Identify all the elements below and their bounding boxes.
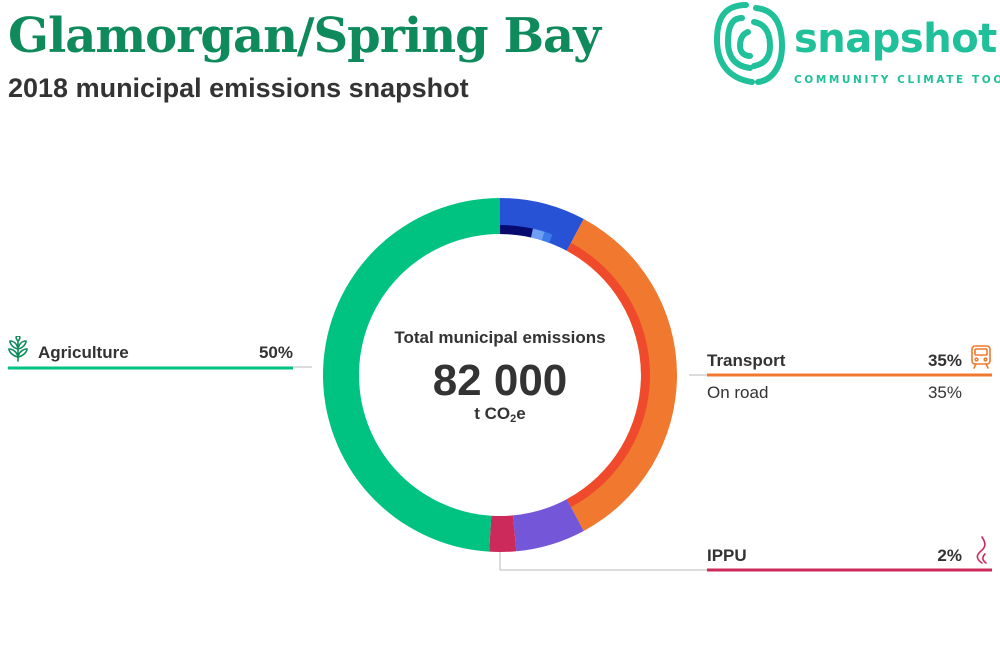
plant-icon xyxy=(6,335,30,367)
transport-percent: 35% xyxy=(927,351,962,370)
snapshot-logo[interactable]: snapshot COMMUNITY CLIMATE TOOL xyxy=(712,0,1000,90)
page-title: Glamorgan/Spring Bay xyxy=(8,8,601,64)
smoke-icon xyxy=(972,535,992,570)
snapshot-logo-mark-icon xyxy=(713,2,786,85)
donut-inner-segment xyxy=(500,225,533,238)
donut-segment xyxy=(500,198,584,251)
donut-segment xyxy=(489,515,517,553)
agriculture-percent: 50% xyxy=(258,343,293,362)
donut-inner-segment xyxy=(531,228,545,241)
donut-inner-segment xyxy=(541,231,553,243)
logo-tagline: COMMUNITY CLIMATE TOOL xyxy=(794,74,1000,86)
agriculture-label: Agriculture xyxy=(38,343,129,362)
logo-wordmark: snapshot xyxy=(794,16,997,62)
ippu-label: IPPU xyxy=(707,546,747,565)
total-emissions-unit: t CO2e xyxy=(474,404,526,425)
donut-inner-segment xyxy=(566,242,650,508)
transport-label: Transport xyxy=(707,351,786,370)
on-road-percent: 35% xyxy=(927,383,962,402)
ippu-percent: 2% xyxy=(937,546,962,565)
total-emissions-value: 82 000 xyxy=(432,356,568,405)
bus-icon xyxy=(970,344,992,375)
page-subtitle: 2018 municipal emissions snapshot xyxy=(8,73,469,103)
on-road-label: On road xyxy=(707,383,769,402)
donut-segment xyxy=(322,198,500,552)
center-label: Total municipal emissions xyxy=(394,328,606,347)
donut-segment xyxy=(566,219,677,531)
donut-segment xyxy=(513,499,584,552)
